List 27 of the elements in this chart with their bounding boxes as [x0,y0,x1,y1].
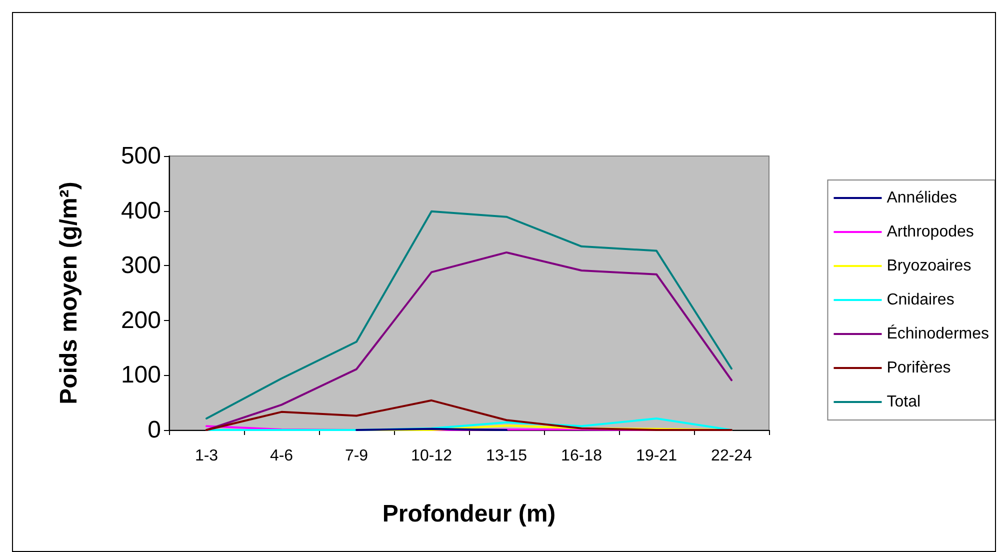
x-tick-label: 16-18 [561,448,602,464]
legend-label: Porifères [886,360,951,376]
x-tick-label: 1-3 [194,448,218,464]
x-tick-label: 7-9 [344,448,368,464]
x-tick-label: 22-24 [711,448,752,464]
y-tick-label: 300 [120,252,161,280]
y-tick-label: 400 [120,197,161,224]
y-tick-label: 100 [120,362,161,389]
x-tick-label: 13-15 [486,448,528,464]
x-tick-label: 10-12 [411,448,452,464]
line-series [206,251,732,431]
x-tick-label: 19-21 [636,448,678,464]
line-series [206,210,732,420]
legend-label: Cnidaires [886,292,954,308]
y-tick-label: 0 [148,416,161,444]
legend-label: Arthropodes [886,224,974,240]
y-tick-label: 200 [120,306,161,334]
y-axis-title: Poids moyen (g/m²) [56,182,82,404]
legend-label: Annélides [886,190,958,206]
legend-label: Total [886,394,921,410]
line-series [206,399,732,431]
line-series [206,417,732,431]
legend-label: Bryozoaires [886,258,972,274]
y-tick-label: 500 [120,142,161,170]
x-tick-label: 4-6 [270,448,294,464]
x-axis-title: Profondeur (m) [382,500,556,528]
legend-label: Échinodermes [886,324,990,342]
